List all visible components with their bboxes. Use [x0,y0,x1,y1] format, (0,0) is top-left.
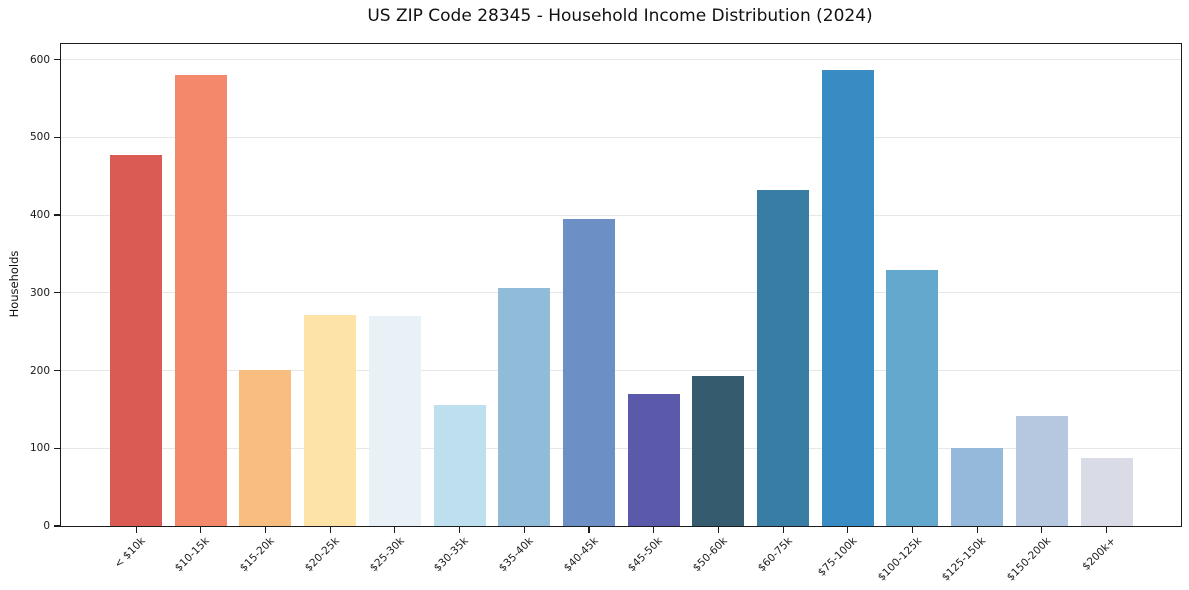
bar-40-45k [562,218,615,526]
bar-35-40k [498,288,551,526]
y-tick-mark [54,369,60,372]
x-tick-mark [459,527,461,533]
gridline-y-200 [61,370,1181,372]
gridline-y-500 [61,136,1181,138]
bar-60-75k [757,190,809,526]
y-axis-label: Households [7,250,21,318]
bar-25-30k [368,316,421,526]
gridline-y-400 [61,214,1181,216]
bar-150-200k [1015,416,1068,526]
bar-125-150k [951,448,1004,526]
x-tick-label: $15-20k [237,535,277,575]
y-tick-label: 0 [43,520,50,532]
x-tick-mark [911,527,914,533]
x-tick-label: $50-60k [690,535,730,575]
y-tick-mark [54,136,60,138]
bar-30-35k [433,404,486,526]
y-tick-mark [54,58,60,61]
bar-10-15k [174,75,227,526]
x-tick-label: $200k+ [1080,535,1118,573]
gridline-y-300 [61,292,1181,294]
x-tick-label: $45-50k [626,535,666,575]
y-tick-label: 500 [29,131,50,144]
bar-75-100k [821,69,874,526]
x-tick-label: < $10k [111,535,148,571]
x-tick-mark [1106,527,1108,533]
y-tick-label: 400 [29,209,50,222]
y-tick-label: 200 [29,364,50,377]
bar-200k [1080,457,1133,526]
x-tick-mark [976,527,978,533]
y-tick-mark [54,214,60,216]
x-tick-label: $125-150k [940,535,989,584]
x-tick-mark [653,527,655,533]
x-tick-label: $40-45k [561,535,601,575]
x-tick-label: $35-40k [496,535,536,575]
x-tick-label: $10-15k [173,535,213,575]
x-tick-label: $60-75k [755,535,795,575]
bar-45-50k [627,393,680,526]
chart-title: US ZIP Code 28345 - Household Income Dis… [367,6,873,26]
x-tick-mark [1041,527,1043,533]
x-tick-mark [394,527,396,533]
bar-100-125k [886,270,939,526]
x-tick-mark [847,527,849,533]
y-tick-mark [54,525,60,527]
x-tick-label: $25-30k [367,535,407,575]
x-tick-label: $100-125k [875,535,924,584]
y-tick-label: 300 [29,286,50,299]
gridline-y-600 [61,59,1181,61]
x-tick-label: $150-200k [1004,535,1054,584]
x-tick-mark [135,527,137,533]
x-tick-mark [782,527,784,533]
x-tick-mark [717,527,719,533]
gridline-y-100 [61,447,1181,449]
x-tick-mark [588,527,590,533]
y-tick-mark [54,292,60,294]
x-tick-mark [329,527,331,533]
x-tick-mark [200,527,202,533]
bar-20-25k [304,314,357,526]
bar-10k [110,155,162,526]
x-tick-label: $20-25k [302,535,342,575]
x-tick-label: $75-100k [815,535,860,579]
x-tick-mark [264,527,267,533]
y-tick-mark [54,447,60,449]
y-tick-label: 100 [29,442,50,455]
bar-50-60k [692,375,745,526]
plot-area: 0 100 200 300 400 500 600 < $10k $10-15k $15-20k $… [30,43,1182,584]
x-tick-mark [523,527,525,533]
y-tick-label: 600 [29,53,50,66]
bar-15-20k [239,369,292,526]
x-tick-label: $30-35k [431,535,471,575]
